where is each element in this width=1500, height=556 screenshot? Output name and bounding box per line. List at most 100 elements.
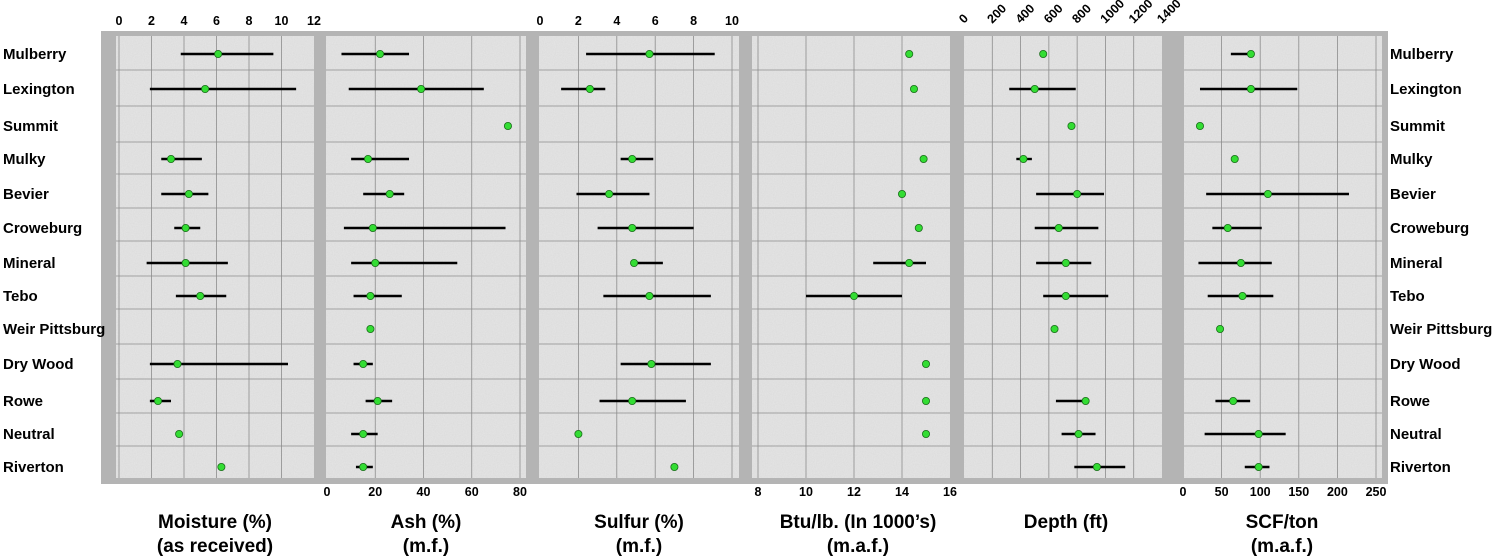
coal-label-right: Neutral — [1390, 426, 1442, 443]
tick-label-scf: 0 — [1180, 485, 1187, 499]
coal-label-left: Weir Pittsburg — [3, 321, 105, 338]
panel-texture — [1184, 36, 1382, 478]
mean-point-depth — [1030, 85, 1039, 94]
mean-point-btu — [922, 359, 931, 368]
coal-row-labels: Mulberry Mulberry Lexington Lexington Summit… — [3, 46, 1492, 476]
mean-point-moisture — [175, 429, 184, 438]
panel-title-sulfur: Sulfur (%) — [594, 512, 684, 533]
coal-label-left: Riverton — [3, 459, 64, 476]
mean-point-moisture — [173, 359, 182, 368]
tick-label-btu: 12 — [847, 485, 861, 499]
coal-label-left: Rowe — [3, 393, 43, 410]
mean-point-sulfur — [630, 258, 639, 267]
coal-label-left: Tebo — [3, 288, 38, 305]
tick-label-moisture: 6 — [213, 14, 220, 28]
coal-label-left: Mulberry — [3, 46, 67, 63]
mean-point-moisture — [153, 396, 162, 405]
tick-label-scf: 100 — [1250, 485, 1271, 499]
coal-label-right: Lexington — [1390, 81, 1462, 98]
coal-label-left: Bevier — [3, 186, 49, 203]
panel-texture — [326, 36, 526, 478]
coal-label-right: Bevier — [1390, 186, 1436, 203]
mean-point-depth — [1092, 462, 1101, 471]
tick-label-depth: 1400 — [1154, 0, 1184, 26]
mean-point-ash — [373, 396, 382, 405]
coal-label-right: Mulberry — [1390, 46, 1454, 63]
tick-label-moisture: 4 — [181, 14, 188, 28]
mean-point-depth — [1061, 291, 1070, 300]
tick-label-depth: 0 — [956, 11, 971, 26]
mean-point-scf — [1223, 223, 1232, 232]
mean-point-ash — [366, 291, 375, 300]
tick-label-sulfur: 2 — [575, 14, 582, 28]
mean-point-ash — [368, 223, 377, 232]
coal-label-left: Lexington — [3, 81, 75, 98]
tick-label-btu: 14 — [895, 485, 909, 499]
panels — [116, 36, 1382, 478]
coal-label-right: Mulky — [1390, 151, 1433, 168]
mean-point-moisture — [181, 258, 190, 267]
panel-texture — [116, 36, 314, 478]
tick-label-ash: 20 — [368, 485, 382, 499]
panel-texture — [964, 36, 1162, 478]
mean-point-moisture — [196, 291, 205, 300]
mean-point-depth — [1050, 324, 1059, 333]
panel-subtitle-moisture: (as received) — [157, 536, 273, 556]
mean-point-ash — [366, 324, 375, 333]
panel-moisture — [116, 36, 314, 478]
coal-label-right: Riverton — [1390, 459, 1451, 476]
mean-point-ash — [359, 462, 368, 471]
mean-point-moisture — [184, 189, 193, 198]
mean-point-scf — [1216, 324, 1225, 333]
mean-point-scf — [1229, 396, 1238, 405]
panel-sulfur — [539, 36, 739, 478]
tick-label-depth: 200 — [985, 1, 1010, 26]
tick-label-depth: 400 — [1013, 1, 1038, 26]
panel-depth — [964, 36, 1162, 478]
mean-point-ash — [503, 122, 512, 131]
mean-point-scf — [1246, 85, 1255, 94]
mean-point-btu — [898, 189, 907, 198]
tick-label-sulfur: 6 — [652, 14, 659, 28]
coal-label-left: Mulky — [3, 151, 46, 168]
tick-label-sulfur: 10 — [725, 14, 739, 28]
mean-point-scf — [1230, 154, 1239, 163]
mean-point-sulfur — [585, 85, 594, 94]
panel-scf — [1184, 36, 1382, 478]
panel-title-moisture: Moisture (%) — [158, 512, 272, 533]
tick-label-sulfur: 4 — [613, 14, 620, 28]
coal-label-right: Croweburg — [1390, 220, 1469, 237]
chart-frame — [101, 31, 1388, 484]
mean-point-scf — [1246, 50, 1255, 59]
tick-label-moisture: 10 — [275, 14, 289, 28]
panel-btu — [752, 36, 950, 478]
mean-point-ash — [364, 154, 373, 163]
mean-point-ash — [376, 50, 385, 59]
mean-point-scf — [1236, 258, 1245, 267]
tick-label-moisture: 0 — [116, 14, 123, 28]
coal-label-left: Dry Wood — [3, 356, 74, 373]
coal-label-left: Mineral — [3, 255, 56, 272]
mean-point-depth — [1039, 50, 1048, 59]
mean-point-depth — [1019, 154, 1028, 163]
tick-label-ash: 60 — [465, 485, 479, 499]
tick-label-sulfur: 0 — [537, 14, 544, 28]
tick-label-scf: 150 — [1288, 485, 1309, 499]
tick-label-depth: 1200 — [1126, 0, 1156, 26]
mean-point-depth — [1081, 396, 1090, 405]
mean-point-scf — [1263, 189, 1272, 198]
mean-point-ash — [385, 189, 394, 198]
tick-label-btu: 16 — [943, 485, 957, 499]
mean-point-btu — [919, 154, 928, 163]
mean-point-scf — [1254, 429, 1263, 438]
mean-point-sulfur — [645, 291, 654, 300]
tick-label-ash: 80 — [513, 485, 527, 499]
tick-label-depth: 1000 — [1098, 0, 1128, 26]
coal-label-left: Croweburg — [3, 220, 82, 237]
coal-label-right: Rowe — [1390, 393, 1430, 410]
mean-point-btu — [905, 50, 914, 59]
tick-label-ash: 0 — [324, 485, 331, 499]
mean-point-sulfur — [574, 429, 583, 438]
tick-label-scf: 200 — [1327, 485, 1348, 499]
panel-title-ash: Ash (%) — [391, 512, 462, 533]
